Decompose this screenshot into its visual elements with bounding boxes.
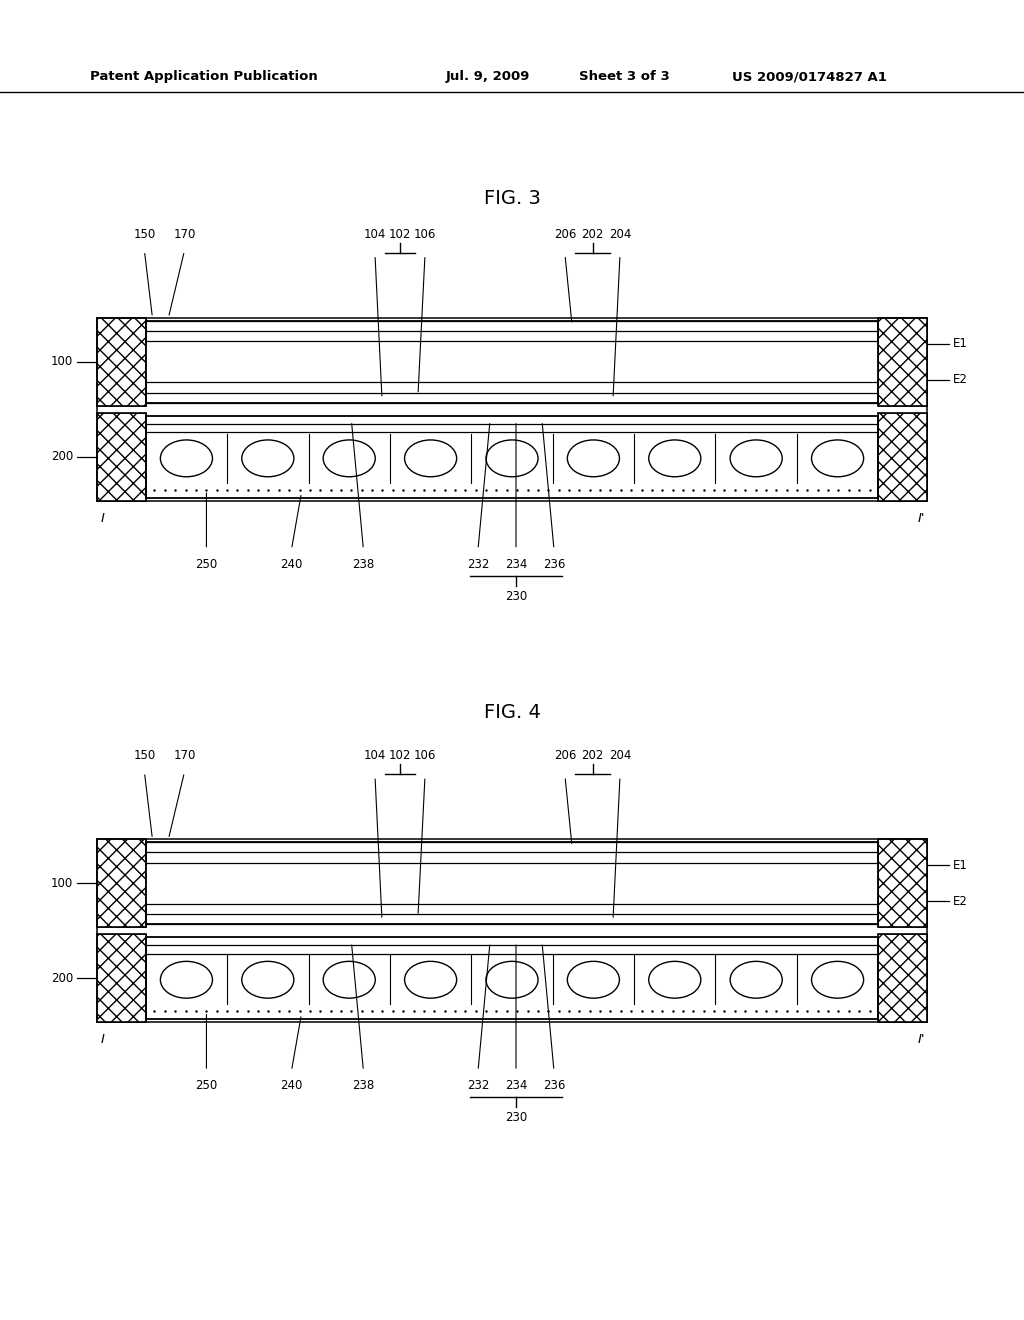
Bar: [146, 865, 878, 902]
Bar: [146, 343, 878, 380]
Bar: [878, 840, 927, 927]
Text: US 2009/0174827 A1: US 2009/0174827 A1: [732, 70, 887, 83]
Text: FIG. 3: FIG. 3: [483, 189, 541, 207]
Text: E1: E1: [952, 858, 968, 871]
Text: FIG. 4: FIG. 4: [483, 704, 541, 722]
Text: 106: 106: [414, 750, 436, 762]
Text: Sheet 3 of 3: Sheet 3 of 3: [579, 70, 670, 83]
Text: 236: 236: [543, 557, 565, 570]
Text: 204: 204: [609, 228, 631, 240]
Text: 202: 202: [582, 750, 604, 762]
Bar: [97, 935, 146, 1022]
Bar: [146, 842, 878, 924]
Bar: [97, 840, 146, 927]
Text: I': I': [918, 1034, 926, 1045]
Text: 238: 238: [352, 1078, 375, 1092]
Ellipse shape: [567, 961, 620, 998]
Bar: [146, 416, 878, 498]
Text: 250: 250: [196, 557, 217, 570]
Text: 150: 150: [133, 228, 156, 240]
Bar: [878, 318, 927, 405]
Ellipse shape: [730, 440, 782, 477]
Ellipse shape: [812, 440, 863, 477]
Text: 206: 206: [554, 228, 577, 240]
Text: I': I': [918, 512, 926, 524]
Text: 236: 236: [543, 1078, 565, 1092]
Text: 202: 202: [582, 228, 604, 240]
Bar: [878, 840, 927, 927]
Text: E2: E2: [952, 374, 968, 387]
Text: 230: 230: [505, 1111, 527, 1125]
Bar: [97, 413, 146, 500]
Text: 102: 102: [389, 750, 412, 762]
Ellipse shape: [242, 440, 294, 477]
Text: 230: 230: [505, 590, 527, 603]
Text: E1: E1: [952, 337, 968, 350]
Bar: [146, 416, 878, 498]
Bar: [878, 935, 927, 1022]
Ellipse shape: [324, 440, 375, 477]
Text: 100: 100: [51, 355, 74, 368]
Ellipse shape: [324, 961, 375, 998]
Bar: [97, 413, 146, 500]
Bar: [97, 840, 146, 927]
Ellipse shape: [486, 440, 538, 477]
Text: 234: 234: [505, 1078, 527, 1092]
Bar: [878, 318, 927, 405]
Text: 104: 104: [364, 750, 386, 762]
Text: 206: 206: [554, 750, 577, 762]
Text: I: I: [100, 1034, 104, 1045]
Text: 204: 204: [609, 750, 631, 762]
Text: 200: 200: [51, 972, 74, 985]
Text: 150: 150: [133, 750, 156, 762]
Text: 240: 240: [281, 1078, 303, 1092]
Text: 100: 100: [51, 876, 74, 890]
Text: 234: 234: [505, 557, 527, 570]
Text: 170: 170: [173, 750, 196, 762]
Text: 250: 250: [196, 1078, 217, 1092]
Bar: [146, 937, 878, 1019]
Text: 200: 200: [51, 450, 74, 463]
Text: Jul. 9, 2009: Jul. 9, 2009: [445, 70, 529, 83]
Ellipse shape: [812, 961, 863, 998]
Ellipse shape: [404, 961, 457, 998]
Text: 170: 170: [173, 228, 196, 240]
Text: Patent Application Publication: Patent Application Publication: [90, 70, 317, 83]
Ellipse shape: [730, 961, 782, 998]
Ellipse shape: [242, 961, 294, 998]
Text: 104: 104: [364, 228, 386, 240]
Bar: [146, 937, 878, 1019]
Text: 232: 232: [467, 557, 489, 570]
Ellipse shape: [161, 440, 212, 477]
Ellipse shape: [404, 440, 457, 477]
Bar: [878, 413, 927, 500]
Text: I: I: [100, 512, 104, 524]
Text: 238: 238: [352, 557, 375, 570]
Bar: [878, 413, 927, 500]
Text: E2: E2: [952, 895, 968, 908]
Bar: [97, 318, 146, 405]
Text: 106: 106: [414, 228, 436, 240]
Ellipse shape: [486, 961, 538, 998]
Bar: [878, 935, 927, 1022]
Ellipse shape: [567, 440, 620, 477]
Ellipse shape: [649, 961, 700, 998]
Ellipse shape: [161, 961, 212, 998]
Bar: [146, 321, 878, 403]
Bar: [97, 318, 146, 405]
Ellipse shape: [649, 440, 700, 477]
Bar: [146, 321, 878, 403]
Text: 102: 102: [389, 228, 412, 240]
Text: 232: 232: [467, 1078, 489, 1092]
Bar: [97, 935, 146, 1022]
Text: 240: 240: [281, 557, 303, 570]
Bar: [146, 842, 878, 924]
